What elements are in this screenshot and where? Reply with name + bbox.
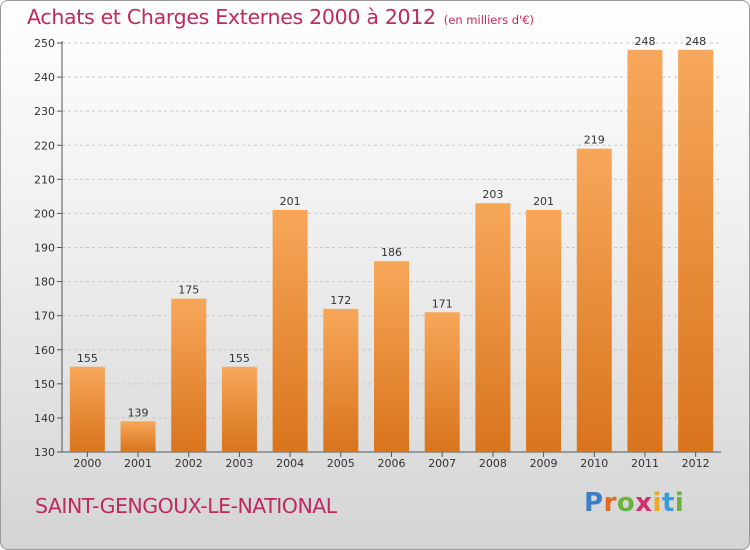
bar — [120, 421, 156, 452]
x-tick-label: 2001 — [124, 457, 152, 470]
y-tick-label: 130 — [34, 446, 55, 459]
logo-letter: P — [584, 488, 604, 518]
y-tick-label: 240 — [34, 71, 55, 84]
data-label: 139 — [128, 406, 149, 419]
bar — [374, 261, 409, 452]
x-tick-label: 2011 — [631, 457, 659, 470]
data-label: 186 — [381, 246, 402, 259]
data-label: 201 — [280, 195, 301, 208]
chart-title-text: Achats et Charges Externes 2000 à 2012 — [27, 5, 436, 29]
data-label: 155 — [229, 352, 250, 365]
bar — [475, 203, 511, 452]
y-tick-label: 230 — [34, 105, 55, 118]
data-label: 248 — [685, 35, 706, 48]
bar — [171, 298, 207, 452]
bar — [323, 308, 359, 452]
label-layer: 155 139 175 155 201 172 186 171 203 201 219 248 248 — [77, 35, 706, 420]
bar — [526, 210, 562, 452]
chart-unit: (en milliers d'€) — [443, 13, 534, 27]
data-label: 175 — [178, 284, 199, 297]
y-tick-label: 150 — [34, 378, 55, 391]
data-label: 171 — [432, 297, 453, 310]
x-tick-label: 2002 — [175, 457, 203, 470]
proxiti-logo[interactable]: Proxiti — [584, 488, 684, 518]
logo-letter: t — [661, 488, 675, 518]
data-label: 203 — [482, 188, 503, 201]
data-label: 201 — [533, 195, 554, 208]
y-tick-label: 160 — [34, 344, 55, 357]
y-tick-label: 210 — [34, 173, 55, 186]
y-tick-label: 140 — [34, 412, 55, 425]
bar — [627, 49, 663, 453]
y-tick-label: 220 — [34, 139, 55, 152]
y-tick-label: 180 — [34, 276, 55, 289]
bar — [576, 148, 612, 453]
commune-name: SAINT-GENGOUX-LE-NATIONAL — [35, 494, 337, 518]
x-tick-label: 2000 — [73, 457, 101, 470]
bar — [272, 210, 308, 452]
y-tick-label: 250 — [34, 37, 55, 50]
bar — [424, 312, 460, 452]
y-tick-label: 190 — [34, 242, 55, 255]
logo-letter: i — [674, 488, 685, 518]
bar-layer — [69, 49, 714, 453]
logo-letter: r — [603, 488, 617, 518]
x-tick-label: 2009 — [530, 457, 558, 470]
data-label: 248 — [634, 35, 655, 48]
data-label: 155 — [77, 352, 98, 365]
x-tick-label: 2008 — [479, 457, 507, 470]
x-tick-label: 2012 — [682, 457, 710, 470]
data-label: 172 — [330, 294, 351, 307]
x-tick-label: 2005 — [327, 457, 355, 470]
chart-title: Achats et Charges Externes 2000 à 2012 (e… — [27, 5, 534, 29]
y-tick-label: 170 — [34, 310, 55, 323]
x-tick-label: 2004 — [276, 457, 304, 470]
y-tick-label: 200 — [34, 207, 55, 220]
logo-letter: i — [652, 488, 662, 518]
bar — [221, 366, 257, 452]
logo-letter: o — [616, 488, 636, 518]
x-tick-label: 2010 — [580, 457, 608, 470]
x-tick-label: 2003 — [225, 457, 253, 470]
bar — [69, 366, 105, 452]
logo-letter: x — [635, 488, 653, 518]
x-tick-label: 2006 — [378, 457, 406, 470]
bar — [678, 49, 714, 453]
data-label: 219 — [584, 134, 605, 147]
x-tick-label: 2007 — [428, 457, 456, 470]
